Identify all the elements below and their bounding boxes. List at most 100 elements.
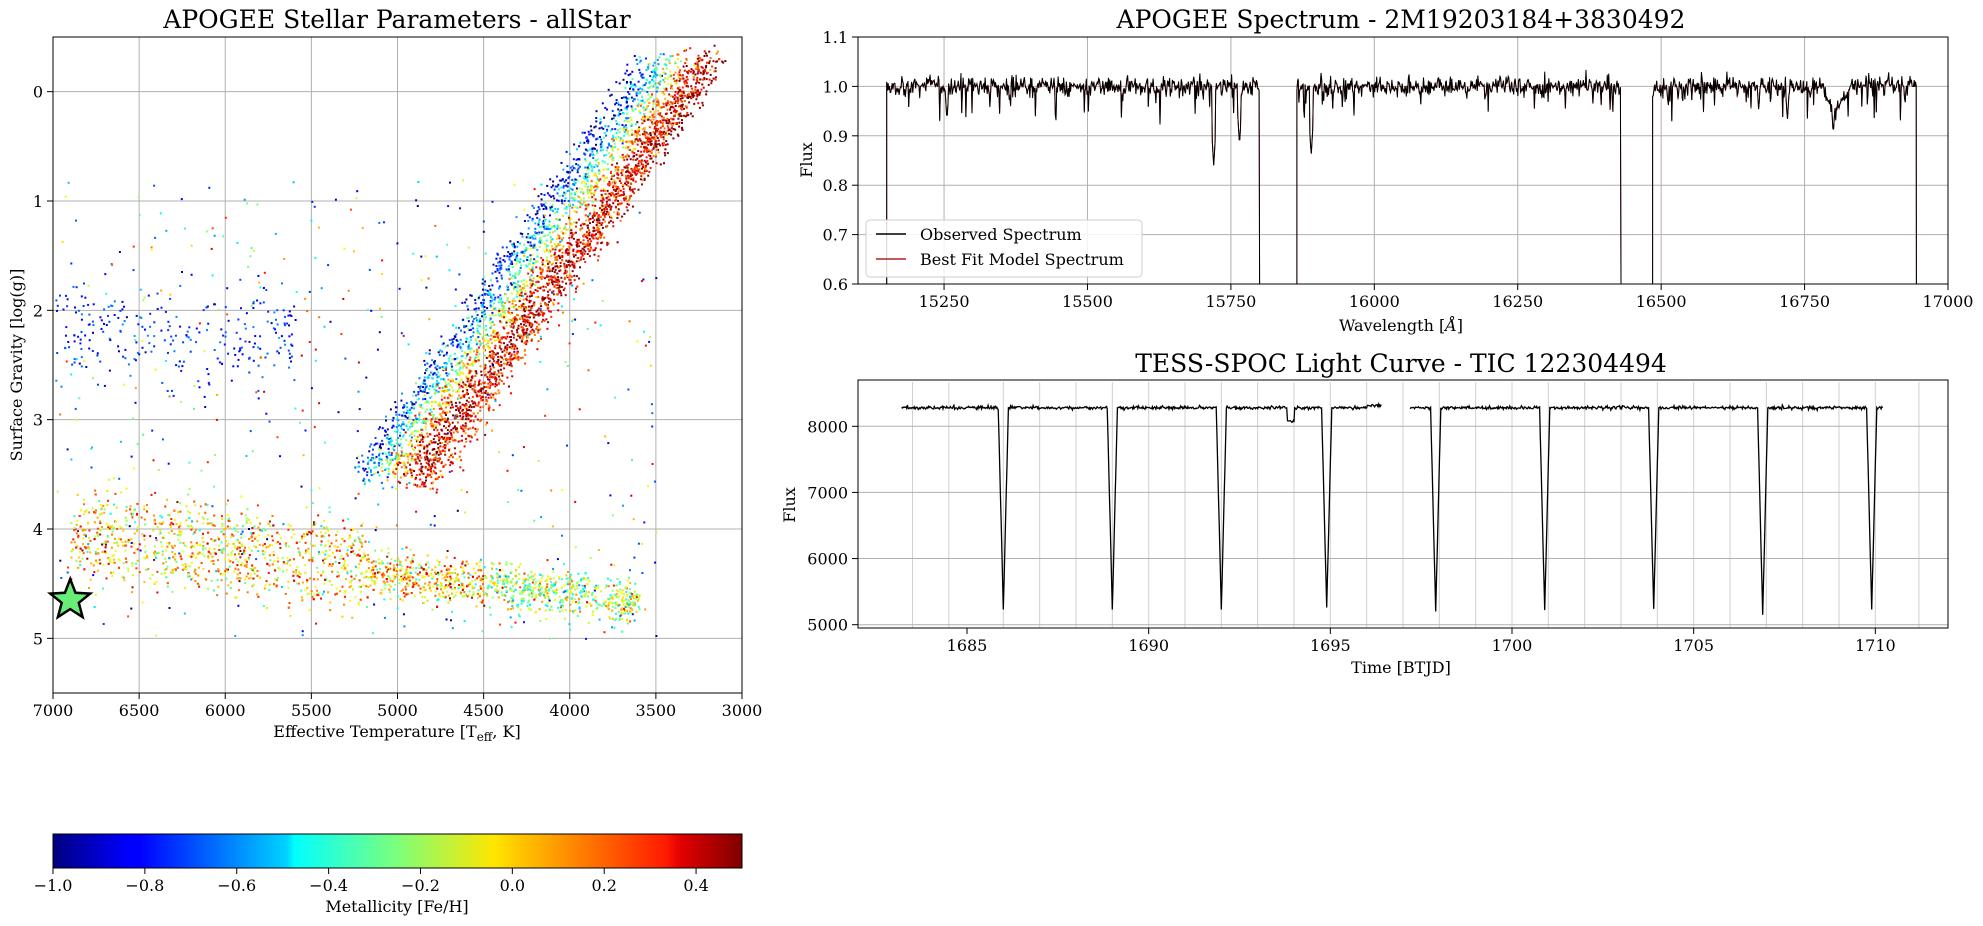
hr-point [605,200,608,203]
hr-point [599,121,602,123]
hr-point [451,386,453,389]
hr-point [549,208,552,211]
hr-point [649,110,652,113]
hr-point [567,259,570,262]
hr-point [437,446,440,449]
hr-point [554,265,557,268]
hr-point [586,224,589,227]
hr-point [624,72,627,75]
hr-point [592,174,595,177]
hr-point [671,124,674,126]
hr-point [496,334,499,337]
hr-point [387,472,390,475]
hr-point [629,173,632,176]
hr-point [605,177,608,179]
hr-point [523,323,526,326]
hr-point [540,193,543,196]
hr-point [430,458,433,461]
hr-point [522,287,525,290]
hr-point [574,254,577,257]
hr-point [537,241,540,244]
hr-point [544,243,547,246]
hr-point [664,148,667,151]
hr-point [594,185,597,188]
hr-point [488,285,491,287]
hr-point [609,206,612,208]
hr-point [384,430,387,433]
hr-point [426,444,429,447]
hr-point [509,282,512,285]
hr-point [484,396,487,399]
hr-point [475,430,478,433]
hr-point [635,153,638,156]
hr-point [500,364,503,367]
hr-point [394,406,397,409]
hr-point [686,78,689,81]
hr-point [636,168,639,171]
hr-point [613,193,616,196]
hr-point [456,373,459,376]
hr-point [584,175,587,178]
hr-point [596,158,599,161]
hr-point [565,259,568,262]
hr-point [586,237,589,239]
hr-point [446,362,448,365]
hr-point [614,601,617,604]
hr-point [483,381,486,384]
hr-point [540,241,543,244]
hr-point [652,100,655,103]
hr-point [588,231,591,234]
hr-point [471,375,474,378]
hr-point [541,296,544,299]
hr-point [161,550,164,553]
hr-point [393,464,396,466]
hr-point [639,87,642,90]
hr-point [502,382,505,385]
hr-point [491,296,494,299]
hr-point [547,275,550,278]
hr-point [651,114,654,117]
hr-point [657,148,660,151]
hr-point [392,468,395,471]
hr-point [635,92,638,95]
hr-point [542,203,545,206]
hr-point [579,266,581,269]
hr-point [432,481,435,484]
hr-point [441,343,444,346]
hr-point [474,299,477,301]
hr-point [650,157,653,160]
hr-point [487,371,490,374]
hr-point [630,140,633,143]
hr-point [433,388,436,391]
hr-point [624,197,627,200]
hr-point [486,289,489,292]
hr-point [575,260,578,263]
hr-point [478,381,480,383]
hr-point [653,71,656,74]
hr-point [563,191,566,194]
hr-point [700,66,703,69]
hr-point [609,208,612,211]
hr-point [631,141,634,144]
hr-point [474,302,477,305]
hr-point [525,256,528,259]
hr-point [411,474,413,477]
hr-point [617,187,620,190]
hr-point [592,221,594,223]
hr-point [492,393,495,396]
hr-point [456,346,459,349]
hr-point [383,574,386,577]
hr-point [404,414,407,417]
hr-point [507,265,510,268]
hr-point [588,234,591,237]
hr-point [448,357,451,360]
hr-point [366,474,369,477]
hr-point [493,377,496,380]
hr-point [508,320,511,323]
hr-point [685,58,688,61]
hr-point [508,385,510,388]
hr-point [566,248,569,251]
hr-point [579,191,582,194]
hr-point [671,126,673,129]
hr-point [535,266,538,269]
